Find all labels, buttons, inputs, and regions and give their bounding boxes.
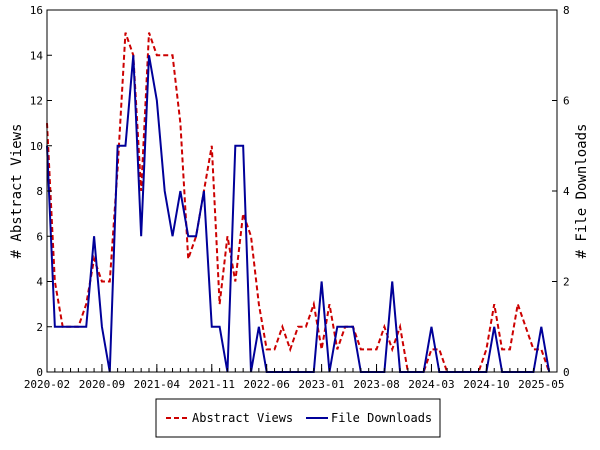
x-axis-tick-label: 2025-05: [518, 378, 564, 391]
left-axis-tick-label: 6: [36, 230, 43, 243]
right-axis-tick-label: 4: [563, 185, 570, 198]
left-axis-tick-label: 2: [36, 321, 43, 334]
x-axis-tick-label: 2024-03: [408, 378, 454, 391]
x-axis-tick-label: 2020-09: [79, 378, 125, 391]
legend-label-file-downloads: File Downloads: [331, 411, 432, 425]
right-axis-tick-label: 2: [563, 276, 570, 289]
right-axis-tick-label: 0: [563, 366, 570, 379]
left-axis-tick-label: 10: [30, 140, 43, 153]
x-axis-tick-label: 2020-02: [24, 378, 70, 391]
x-axis-tick-label: 2023-08: [353, 378, 399, 391]
left-axis-tick-label: 4: [36, 276, 43, 289]
legend: Abstract Views File Downloads: [155, 398, 441, 438]
left-axis-tick-label: 8: [36, 185, 43, 198]
x-axis-tick-label: 2021-11: [189, 378, 235, 391]
x-axis-tick-label: 2023-01: [298, 378, 344, 391]
x-axis-tick-label: 2024-10: [463, 378, 509, 391]
legend-box: [155, 398, 441, 438]
left-axis-tick-label: 16: [30, 4, 43, 17]
right-axis-tick-label: 6: [563, 95, 570, 108]
x-axis-tick-label: 2021-04: [134, 378, 181, 391]
left-axis-tick-label: 14: [30, 49, 44, 62]
right-axis-tick-label: 8: [563, 4, 570, 17]
right-axis-title: # File Downloads: [574, 124, 590, 259]
axes: 0 2 4 6 8 10 12 14 16 0 2 4 6 8 2020-02 2020-09 2021-04 2…: [24, 4, 570, 391]
x-axis-tick-label: 2022-06: [244, 378, 290, 391]
legend-label-abstract-views: Abstract Views: [192, 411, 293, 425]
left-axis-tick-label: 12: [30, 95, 43, 108]
left-axis-tick-label: 0: [36, 366, 43, 379]
left-axis-title: # Abstract Views: [9, 124, 25, 259]
